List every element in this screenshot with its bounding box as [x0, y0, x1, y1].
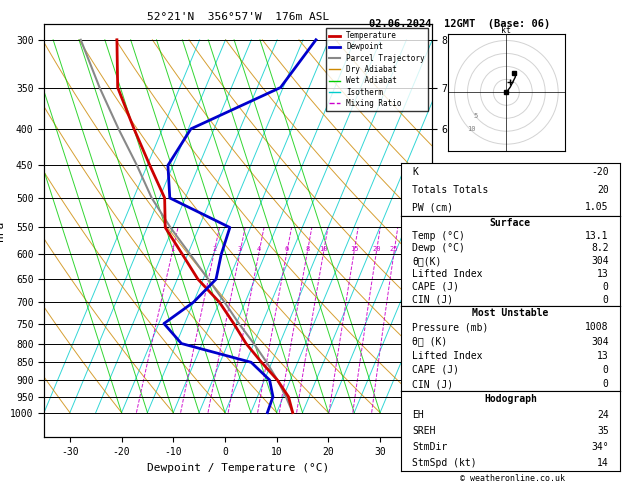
Text: 34°: 34°	[591, 442, 609, 452]
Title: 52°21'N  356°57'W  176m ASL: 52°21'N 356°57'W 176m ASL	[147, 12, 329, 22]
Text: 20: 20	[597, 185, 609, 194]
Text: 1: 1	[170, 246, 174, 252]
Text: 6: 6	[285, 246, 289, 252]
Text: 0: 0	[603, 379, 609, 389]
Text: 304: 304	[591, 337, 609, 347]
Text: Dewp (°C): Dewp (°C)	[412, 243, 465, 253]
Text: 4: 4	[257, 246, 261, 252]
Text: Totals Totals: Totals Totals	[412, 185, 489, 194]
Text: 15: 15	[350, 246, 359, 252]
Text: 25: 25	[390, 246, 398, 252]
Text: 8: 8	[305, 246, 309, 252]
Text: 10: 10	[320, 246, 328, 252]
Text: Most Unstable: Most Unstable	[472, 308, 548, 318]
Text: 0: 0	[603, 282, 609, 292]
Text: StmDir: StmDir	[412, 442, 447, 452]
Text: Lifted Index: Lifted Index	[412, 269, 482, 279]
Text: Lifted Index: Lifted Index	[412, 351, 482, 361]
X-axis label: Dewpoint / Temperature (°C): Dewpoint / Temperature (°C)	[147, 463, 329, 473]
Text: © weatheronline.co.uk: © weatheronline.co.uk	[460, 474, 565, 483]
Text: K: K	[412, 167, 418, 177]
X-axis label: kt: kt	[501, 26, 511, 35]
Text: 13: 13	[597, 351, 609, 361]
Text: CIN (J): CIN (J)	[412, 295, 454, 305]
Text: Hodograph: Hodograph	[484, 394, 537, 404]
Text: 13: 13	[597, 269, 609, 279]
Text: 5: 5	[474, 113, 478, 119]
Text: 20: 20	[372, 246, 381, 252]
Text: 14: 14	[597, 458, 609, 469]
Text: SREH: SREH	[412, 426, 436, 436]
Text: Pressure (mb): Pressure (mb)	[412, 322, 489, 332]
Text: θᴇ (K): θᴇ (K)	[412, 337, 447, 347]
Text: StmSpd (kt): StmSpd (kt)	[412, 458, 477, 469]
Text: 2: 2	[212, 246, 216, 252]
Text: 8.2: 8.2	[591, 243, 609, 253]
Text: 1008: 1008	[585, 322, 609, 332]
Y-axis label: hPa: hPa	[0, 221, 4, 241]
Text: Surface: Surface	[490, 218, 531, 228]
Text: 02.06.2024  12GMT  (Base: 06): 02.06.2024 12GMT (Base: 06)	[369, 19, 550, 30]
Text: PW (cm): PW (cm)	[412, 202, 454, 212]
Text: 3: 3	[238, 246, 242, 252]
Text: 24: 24	[597, 410, 609, 420]
Text: 13.1: 13.1	[585, 230, 609, 241]
Text: 1.05: 1.05	[585, 202, 609, 212]
Text: 35: 35	[597, 426, 609, 436]
Y-axis label: km
ASL: km ASL	[453, 222, 474, 240]
Text: CAPE (J): CAPE (J)	[412, 365, 459, 375]
Text: 0: 0	[603, 295, 609, 305]
Text: θᴇ(K): θᴇ(K)	[412, 256, 442, 266]
Text: CIN (J): CIN (J)	[412, 379, 454, 389]
Text: 0: 0	[603, 365, 609, 375]
Text: CAPE (J): CAPE (J)	[412, 282, 459, 292]
Legend: Temperature, Dewpoint, Parcel Trajectory, Dry Adiabat, Wet Adiabat, Isotherm, Mi: Temperature, Dewpoint, Parcel Trajectory…	[326, 28, 428, 111]
Text: -20: -20	[591, 167, 609, 177]
Text: Temp (°C): Temp (°C)	[412, 230, 465, 241]
Text: 304: 304	[591, 256, 609, 266]
Text: LCL: LCL	[414, 392, 429, 401]
Text: 10: 10	[467, 126, 476, 132]
Text: EH: EH	[412, 410, 424, 420]
